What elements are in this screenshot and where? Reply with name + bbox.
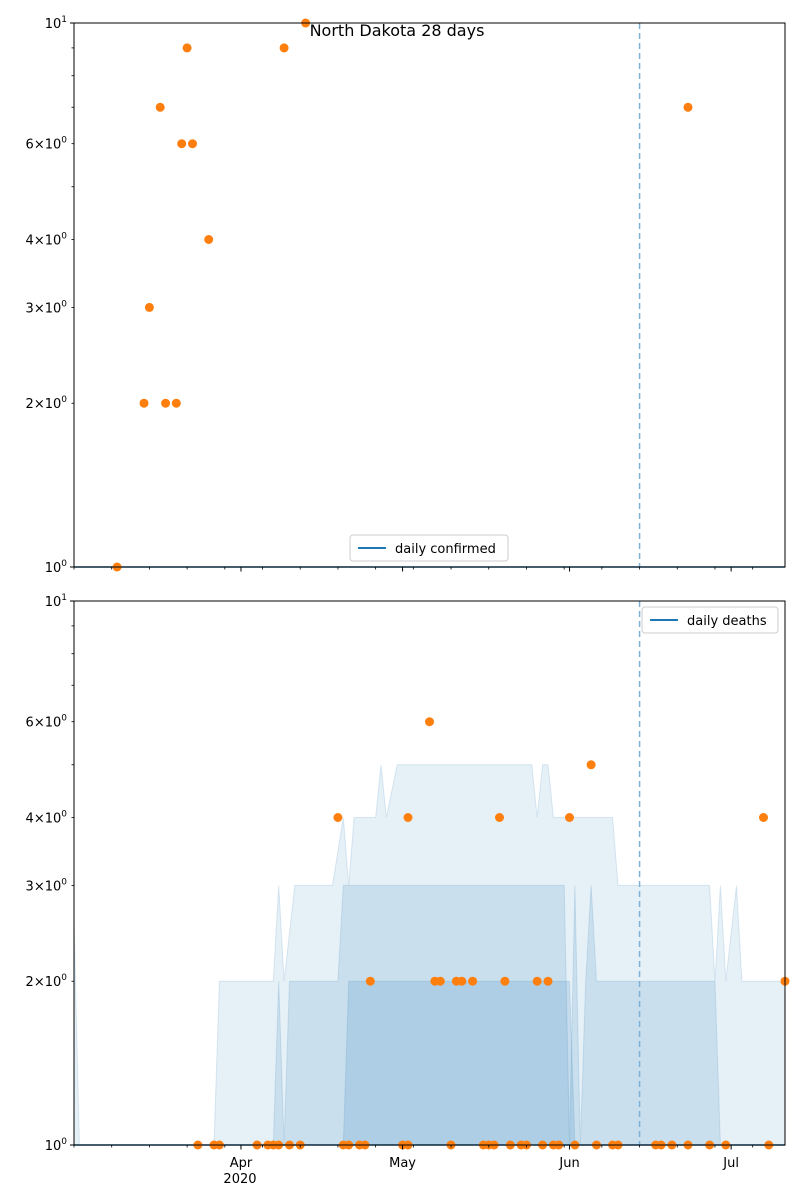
data-point <box>161 398 171 408</box>
data-point <box>495 813 504 822</box>
data-point <box>182 43 192 53</box>
data-point <box>403 813 413 822</box>
data-point <box>204 235 214 244</box>
axes-frame <box>73 22 786 568</box>
data-point <box>333 813 343 822</box>
data-point <box>435 976 445 986</box>
data-point <box>683 102 693 112</box>
data-point <box>500 976 510 986</box>
data-point <box>139 398 149 408</box>
data-point <box>144 302 154 312</box>
data-point <box>586 760 596 770</box>
y-tick-label: 100 <box>45 1137 68 1154</box>
confirmed-panel: 100 101 2×100 3×100 4×100 6×100 daily confirme… <box>26 15 786 576</box>
data-point <box>155 102 165 112</box>
y-tick-label: 4×100 <box>26 231 68 248</box>
legend-label: daily confirmed <box>395 542 496 557</box>
data-point <box>365 976 375 986</box>
axes-frame <box>73 600 786 1146</box>
x-tick-label: Jun <box>558 1156 579 1171</box>
y-tick-label: 3×100 <box>26 299 68 316</box>
y-tick-label: 6×100 <box>26 136 68 153</box>
data-point <box>565 813 574 822</box>
data-point <box>759 813 768 822</box>
x-tick-label: Jul <box>722 1156 739 1171</box>
y-tick-label: 4×100 <box>26 809 68 826</box>
legend-box <box>641 606 779 634</box>
data-point <box>425 717 434 727</box>
data-point <box>543 976 553 986</box>
legend: daily deaths <box>641 606 779 634</box>
x-tick-sublabel: 2020 <box>223 1172 256 1187</box>
y-tick-label: 100 <box>45 559 68 576</box>
confidence-band-1 <box>272 884 726 1146</box>
y-tick-label: 3×100 <box>26 877 68 894</box>
confidence-band-2 <box>342 980 576 1146</box>
data-point <box>177 139 187 149</box>
confidence-band-0 <box>73 764 786 1146</box>
y-tick-label: 101 <box>45 15 67 32</box>
data-point <box>188 139 197 149</box>
chart-title: North Dakota 28 days <box>310 21 485 40</box>
legend-box <box>349 534 509 562</box>
data-point <box>468 976 478 986</box>
legend: daily confirmed <box>349 534 509 562</box>
y-tick-label: 2×100 <box>26 973 68 990</box>
x-tick-label: May <box>389 1156 416 1171</box>
y-tick-label: 101 <box>45 593 67 610</box>
x-tick-label: Apr <box>230 1156 253 1171</box>
data-point <box>171 398 181 408</box>
y-tick-label: 6×100 <box>26 714 68 731</box>
data-point <box>457 976 467 986</box>
data-point <box>279 43 289 53</box>
y-tick-label: 2×100 <box>26 395 68 412</box>
data-point <box>532 976 542 986</box>
legend-label: daily deaths <box>687 614 767 629</box>
